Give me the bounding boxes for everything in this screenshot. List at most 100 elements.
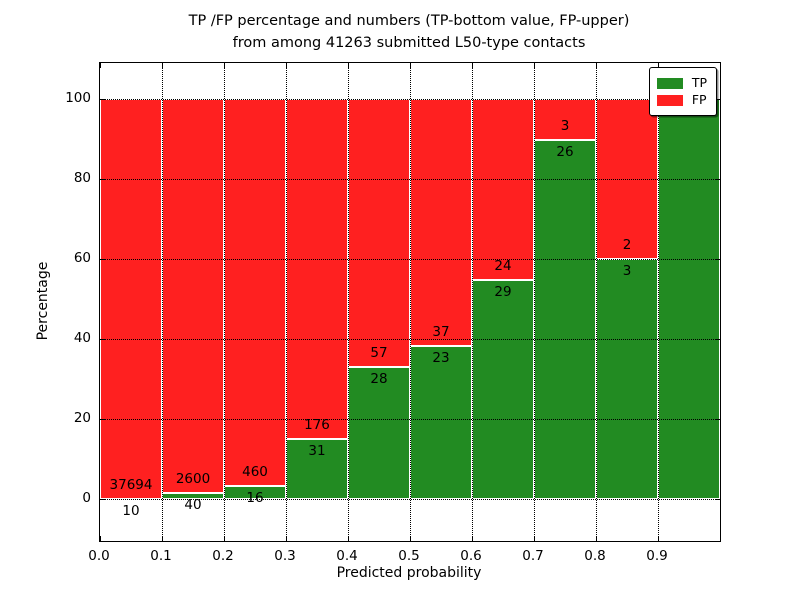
bar-tp-count-label: 10 (122, 502, 140, 519)
x-tick-mark (658, 536, 659, 541)
y-tick-mark-right (715, 259, 720, 260)
x-tick-mark-top (162, 63, 163, 68)
bar-fp-segment (410, 99, 472, 346)
y-tick-label: 80 (73, 170, 91, 186)
gridline-vertical (286, 63, 287, 541)
x-tick-mark-top (286, 63, 287, 68)
legend-item-fp: FP (656, 92, 707, 107)
y-tick-mark-right (715, 179, 720, 180)
y-tick-label: 0 (82, 490, 91, 506)
x-tick-mark (410, 536, 411, 541)
bar-fp-segment (472, 99, 534, 281)
x-tick-mark-top (472, 63, 473, 68)
bar-fp-segment (286, 99, 348, 440)
gridline-vertical (596, 63, 597, 541)
gridline-vertical (410, 63, 411, 541)
chart-title: TP /FP percentage and numbers (TP-bottom… (99, 10, 719, 54)
y-tick-mark (100, 499, 105, 500)
x-tick-mark-top (348, 63, 349, 68)
legend-label: TP (691, 75, 707, 90)
x-tick-mark (596, 536, 597, 541)
x-tick-mark (472, 536, 473, 541)
x-tick-label: 0.9 (646, 548, 668, 564)
y-tick-mark-right (715, 499, 720, 500)
y-tick-mark (100, 259, 105, 260)
bar-fp-segment (100, 99, 162, 499)
bar-fp-count-label: 2 (622, 237, 632, 253)
bar-tp-count-label: 26 (556, 144, 574, 161)
plot-area: 37694 10 2600 40 460 16 176 31 57 28 37 23 24 29 3 26 2 3… (99, 62, 721, 542)
bar-tp-segment (534, 140, 596, 499)
bar-tp-segment (596, 259, 658, 499)
x-tick-mark-top (658, 63, 659, 68)
bar-tp-segment (410, 345, 472, 499)
bar-tp-count-label: 31 (308, 443, 326, 460)
y-tick-mark (100, 179, 105, 180)
bar-tp-count-label: 29 (494, 284, 512, 301)
x-tick-label: 0.0 (88, 548, 110, 564)
x-tick-mark-top (534, 63, 535, 68)
x-tick-label: 0.2 (212, 548, 234, 564)
bar-fp-count-label: 37 (432, 323, 450, 340)
x-tick-mark (534, 536, 535, 541)
chart-title-line2: from among 41263 submitted L50-type cont… (232, 35, 586, 51)
legend-item-tp: TP (656, 75, 707, 90)
gridline-vertical (162, 63, 163, 541)
bar-fp-count-label: 37694 (109, 476, 153, 493)
x-tick-label: 0.6 (460, 548, 482, 564)
bar-tp-segment (658, 99, 720, 499)
gridline-vertical (658, 63, 659, 541)
legend-label: FP (691, 92, 707, 107)
x-tick-mark (348, 536, 349, 541)
gridline-vertical (348, 63, 349, 541)
bar-fp-count-label: 460 (242, 463, 268, 480)
bar-tp-count-label: 23 (432, 349, 450, 366)
bar-tp-count-label: 28 (370, 371, 388, 388)
bar-fp-segment (348, 99, 410, 368)
bar-fp-count-label: 57 (370, 345, 388, 362)
x-tick-label: 0.7 (522, 548, 544, 564)
legend: TP FP (648, 67, 717, 116)
x-tick-mark-top (410, 63, 411, 68)
x-tick-mark-top (596, 63, 597, 68)
bar-fp-count-label: 3 (560, 118, 570, 135)
x-tick-mark (100, 536, 101, 541)
x-tick-mark-top (224, 63, 225, 68)
bar-tp-segment (472, 280, 534, 499)
x-tick-mark (162, 536, 163, 541)
y-tick-label: 20 (73, 410, 91, 426)
x-tick-label: 0.4 (336, 548, 358, 564)
y-axis-label: Percentage (35, 261, 51, 341)
fp-legend-swatch (656, 94, 683, 106)
bar-fp-segment (162, 99, 224, 493)
bar-tp-count-label: 3 (622, 263, 632, 279)
bar-fp-count-label: 24 (494, 258, 512, 275)
y-tick-mark (100, 419, 105, 420)
bar-tp-count-label: 16 (246, 489, 264, 506)
bar-fp-count-label: 176 (304, 417, 330, 434)
x-tick-mark (224, 536, 225, 541)
y-tick-label: 40 (73, 330, 91, 346)
y-tick-mark-right (715, 99, 720, 100)
bar-fp-count-label: 2600 (175, 470, 211, 487)
chart-title-line1: TP /FP percentage and numbers (TP-bottom… (188, 13, 630, 29)
bar-tp-count-label: 40 (184, 496, 202, 513)
y-tick-mark-right (715, 339, 720, 340)
y-tick-mark (100, 339, 105, 340)
tp-legend-swatch (656, 77, 683, 89)
y-tick-mark (100, 99, 105, 100)
x-tick-label: 0.3 (274, 548, 296, 564)
x-tick-label: 0.1 (150, 548, 172, 564)
x-tick-mark-top (100, 63, 101, 68)
gridline-vertical (472, 63, 473, 541)
y-tick-label: 60 (73, 250, 91, 266)
x-axis-label: Predicted probability (336, 565, 482, 581)
x-tick-mark (286, 536, 287, 541)
bar-fp-segment (224, 99, 286, 486)
y-tick-mark-right (715, 419, 720, 420)
x-tick-label: 0.8 (584, 548, 606, 564)
y-tick-label: 100 (65, 90, 91, 106)
x-tick-label: 0.5 (398, 548, 420, 564)
gridline-vertical (224, 63, 225, 541)
